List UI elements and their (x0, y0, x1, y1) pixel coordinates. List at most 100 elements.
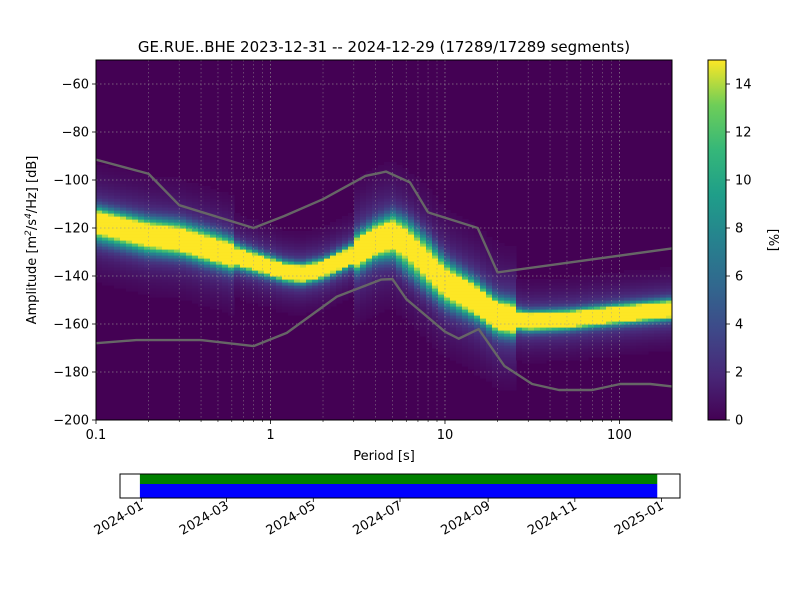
density-cell (408, 210, 415, 214)
density-cell (486, 279, 493, 283)
density-cell (420, 264, 427, 268)
density-cell (528, 288, 535, 292)
density-cell (108, 213, 115, 217)
density-cell (642, 288, 649, 292)
density-cell (426, 207, 433, 211)
density-cell (666, 333, 672, 337)
density-cell (222, 300, 229, 304)
density-cell (462, 294, 469, 298)
density-cell (258, 285, 265, 289)
density-cell (474, 339, 481, 343)
density-cell (348, 282, 355, 286)
density-cell (192, 252, 199, 256)
density-cell (144, 222, 151, 226)
density-cell (462, 270, 469, 274)
density-cell (468, 315, 475, 319)
density-cell (468, 258, 475, 262)
density-cell (594, 339, 601, 343)
density-cell (456, 312, 463, 316)
density-cell (618, 291, 625, 295)
density-cell (612, 339, 619, 343)
density-cell (552, 306, 559, 310)
density-cell (588, 297, 595, 301)
density-cell (654, 321, 661, 325)
density-cell (294, 282, 301, 286)
density-cell (114, 240, 121, 244)
density-cell (666, 324, 672, 328)
density-cell (504, 384, 511, 388)
density-cell (318, 303, 325, 307)
density-cell (570, 318, 577, 322)
density-cell (636, 348, 643, 352)
density-cell (666, 312, 672, 316)
density-cell (468, 288, 475, 292)
density-cell (366, 243, 373, 247)
density-cell (396, 258, 403, 262)
density-cell (396, 300, 403, 304)
density-cell (540, 330, 547, 334)
density-cell (384, 264, 391, 268)
density-cell (126, 282, 133, 286)
density-cell (396, 267, 403, 271)
density-cell (186, 288, 193, 292)
density-cell (288, 258, 295, 262)
density-cell (582, 285, 589, 289)
density-cell (450, 261, 457, 265)
density-cell (582, 339, 589, 343)
density-cell (168, 225, 175, 229)
density-cell (414, 228, 421, 232)
density-cell (414, 201, 421, 205)
density-cell (390, 261, 397, 265)
density-cell (96, 195, 103, 199)
density-cell (510, 315, 517, 319)
density-cell (342, 270, 349, 274)
density-cell (162, 258, 169, 262)
density-cell (312, 288, 319, 292)
density-cell (216, 252, 223, 256)
density-cell (96, 216, 103, 220)
density-cell (150, 210, 157, 214)
density-cell (396, 237, 403, 241)
density-cell (468, 279, 475, 283)
density-cell (264, 246, 271, 250)
density-cell (102, 210, 109, 214)
density-cell (594, 321, 601, 325)
density-cell (156, 204, 163, 208)
density-cell (462, 255, 469, 259)
density-cell (210, 207, 217, 211)
density-cell (186, 246, 193, 250)
density-cell (198, 282, 205, 286)
density-cell (180, 228, 187, 232)
density-cell (510, 324, 517, 328)
density-cell (444, 225, 451, 229)
density-cell (210, 231, 217, 235)
density-cell (162, 204, 169, 208)
density-cell (504, 249, 511, 253)
density-cell (624, 312, 631, 316)
density-cell (378, 237, 385, 241)
density-cell (366, 192, 373, 196)
density-cell (498, 342, 505, 346)
density-cell (198, 228, 205, 232)
density-cell (192, 201, 199, 205)
density-cell (660, 333, 667, 337)
density-cell (378, 177, 385, 181)
density-cell (204, 258, 211, 262)
density-cell (408, 297, 415, 301)
density-cell (126, 219, 133, 223)
density-cell (102, 276, 109, 280)
density-cell (630, 330, 637, 334)
density-cell (528, 303, 535, 307)
density-cell (174, 195, 181, 199)
density-cell (492, 375, 499, 379)
density-cell (186, 270, 193, 274)
density-cell (492, 336, 499, 340)
density-cell (294, 261, 301, 265)
density-cell (414, 198, 421, 202)
density-cell (114, 225, 121, 229)
density-cell (132, 216, 139, 220)
density-cell (594, 312, 601, 316)
density-cell (144, 198, 151, 202)
density-cell (114, 249, 121, 253)
density-cell (600, 324, 607, 328)
